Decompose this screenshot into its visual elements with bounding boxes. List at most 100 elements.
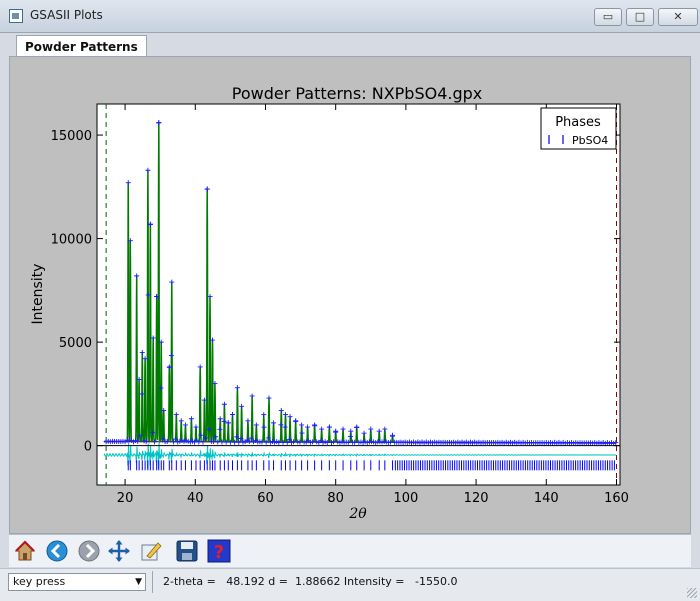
tab-bar: Powder Patterns <box>9 33 691 58</box>
plot-area <box>96 103 621 486</box>
limit-lines <box>105 104 617 485</box>
observed-point <box>158 339 164 345</box>
observed-point <box>207 294 213 300</box>
mode-select-value: key press <box>13 575 66 588</box>
mode-select[interactable]: key press ▼ <box>8 573 146 591</box>
observed-point <box>276 439 282 445</box>
observed-point <box>234 385 240 391</box>
observed-point <box>253 422 259 428</box>
observed-point <box>158 385 164 391</box>
observed-point <box>278 407 284 413</box>
observed-point <box>154 293 160 299</box>
y-tick-label: 15000 <box>51 129 92 144</box>
observed-point <box>287 414 293 420</box>
observed-point <box>261 424 267 430</box>
observed-point <box>248 435 254 441</box>
legend-title: Phases <box>555 115 601 130</box>
observed-point <box>156 120 162 126</box>
observed-point <box>347 434 353 440</box>
observed-point <box>219 439 225 445</box>
observed-point <box>234 434 240 440</box>
tab-powder-patterns[interactable]: Powder Patterns <box>16 35 147 58</box>
observed-points <box>103 120 619 446</box>
observed-point <box>263 439 269 445</box>
observed-point <box>135 438 141 444</box>
close-button[interactable]: ✕ <box>658 8 698 26</box>
configure-icon[interactable] <box>139 539 163 563</box>
observed-point <box>297 439 303 445</box>
powder-pattern-chart[interactable]: 20 40 60 80 100 120 140 160 0 5000 10000 15000 Powd… <box>9 56 691 534</box>
back-icon[interactable] <box>45 539 69 563</box>
observed-point <box>201 397 207 403</box>
x-axis-label: 2θ <box>348 506 367 522</box>
observed-point <box>340 426 346 432</box>
legend-box <box>540 107 617 150</box>
cursor-readout: 2-theta = 48.192 d = 1.88662 Intensity =… <box>163 575 458 588</box>
observed-point <box>160 436 166 442</box>
observed-point <box>211 438 217 444</box>
observed-point <box>278 422 284 428</box>
observed-point <box>299 430 305 436</box>
observed-point <box>286 437 292 443</box>
observed-point <box>171 439 177 445</box>
observed-point <box>259 439 265 445</box>
observed-point <box>382 426 388 432</box>
observed-point <box>331 439 337 445</box>
observed-point <box>125 180 131 186</box>
home-icon[interactable] <box>13 539 37 563</box>
resize-grip-icon[interactable] <box>687 588 697 598</box>
observed-point <box>221 401 227 407</box>
observed-point <box>168 352 174 358</box>
observed-point <box>361 430 367 436</box>
observed-point <box>169 279 175 285</box>
observed-point <box>245 418 251 424</box>
pan-icon[interactable] <box>107 539 131 563</box>
observed-point <box>312 423 318 429</box>
observed-point <box>209 337 215 343</box>
help-icon[interactable]: ? <box>207 539 231 563</box>
observed-point <box>293 419 299 425</box>
maximize-button[interactable]: □ <box>626 8 654 26</box>
observed-point <box>193 424 199 430</box>
x-tick-label: 140 <box>534 491 559 506</box>
observed-point <box>161 407 167 413</box>
observed-point <box>613 440 619 446</box>
observed-point <box>173 436 179 442</box>
save-icon[interactable] <box>175 539 199 563</box>
observed-point <box>215 439 221 445</box>
observed-point <box>145 292 151 298</box>
y-tick-label: 5000 <box>59 336 92 351</box>
observed-point <box>310 439 316 445</box>
observed-point <box>164 439 170 445</box>
observed-point <box>212 381 218 387</box>
x-tick-label: 120 <box>464 491 489 506</box>
minimize-button[interactable]: ▭ <box>594 8 622 26</box>
x-tick-label: 60 <box>257 491 274 506</box>
chart-title: Powder Patterns: NXPbSO4.gpx <box>232 84 483 103</box>
forward-icon[interactable] <box>77 539 101 563</box>
observed-point <box>352 439 358 445</box>
observed-point <box>324 440 330 446</box>
reflection-ticks <box>127 460 615 471</box>
observed-point <box>145 167 151 173</box>
y-tick-label: 10000 <box>51 233 92 248</box>
observed-point <box>333 429 339 435</box>
chevron-down-icon: ▼ <box>135 577 142 587</box>
observed-point <box>229 412 235 418</box>
observed-point <box>197 364 203 370</box>
observed-point <box>139 349 145 355</box>
observed-point <box>137 433 143 439</box>
observed-point <box>139 391 145 397</box>
observed-point <box>368 426 374 432</box>
observed-point <box>178 418 184 424</box>
observed-point <box>266 395 272 401</box>
observed-point <box>239 403 245 409</box>
observed-point <box>282 424 288 430</box>
observed-point <box>249 393 255 399</box>
observed-point <box>152 439 158 445</box>
observed-point <box>223 439 229 445</box>
observed-point <box>232 439 238 445</box>
x-tick-label: 20 <box>117 491 134 506</box>
observed-point <box>390 433 396 439</box>
x-tick-label: 80 <box>327 491 344 506</box>
